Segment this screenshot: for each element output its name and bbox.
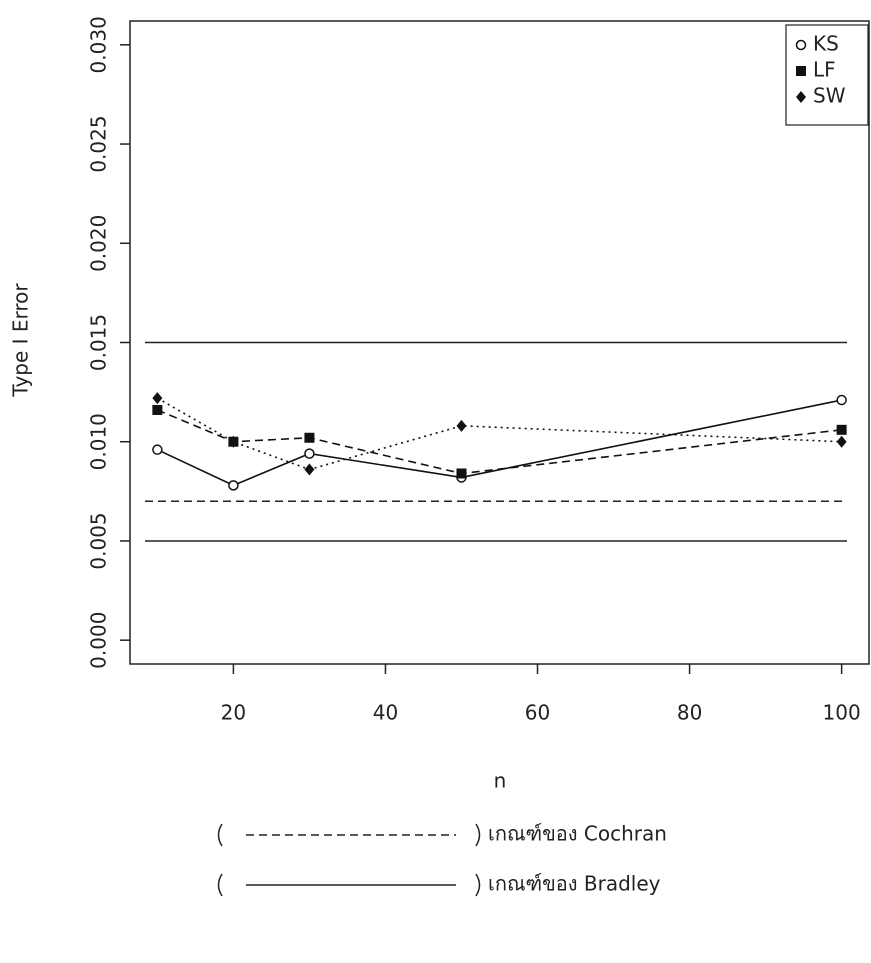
series-line	[157, 399, 842, 487]
x-tick-label: 60	[525, 701, 550, 725]
legend-marker	[796, 66, 806, 76]
x-tick-label: 80	[677, 701, 702, 725]
x-axis-label: n	[494, 769, 507, 793]
legend-label: SW	[813, 84, 846, 108]
paren	[475, 823, 481, 847]
point	[152, 404, 163, 415]
point	[456, 419, 467, 432]
point	[836, 435, 847, 448]
point	[456, 468, 467, 479]
y-tick-label: 0.030	[87, 16, 111, 73]
y-tick-label: 0.010	[87, 413, 111, 470]
y-tick-label: 0.020	[87, 215, 111, 272]
point	[152, 392, 163, 405]
point	[304, 432, 315, 443]
paren	[217, 823, 223, 847]
paren	[475, 873, 481, 897]
y-tick-label: 0.015	[87, 314, 111, 371]
legend-label: LF	[813, 58, 836, 82]
point	[228, 480, 239, 491]
point	[836, 424, 847, 435]
point	[228, 435, 239, 448]
x-tick-label: 20	[221, 701, 246, 725]
y-axis-label: Type I Error	[9, 283, 33, 398]
y-tick-label: 0.025	[87, 115, 111, 172]
legend-label: KS	[813, 32, 839, 56]
series-line	[157, 409, 842, 475]
legend-marker	[796, 91, 806, 103]
point	[152, 444, 163, 455]
y-tick-label: 0.000	[87, 612, 111, 669]
reference-label: เกณฑ์ของ Cochran	[488, 822, 667, 846]
point	[836, 394, 847, 406]
reference-label: เกณฑ์ของ Bradley	[488, 872, 661, 896]
legend-marker	[795, 39, 807, 51]
y-tick-label: 0.005	[87, 512, 111, 569]
series-line	[156, 397, 842, 471]
point	[304, 463, 315, 476]
x-tick-label: 40	[373, 701, 398, 725]
paren	[217, 873, 223, 897]
point	[304, 448, 315, 459]
x-tick-label: 100	[823, 701, 861, 725]
